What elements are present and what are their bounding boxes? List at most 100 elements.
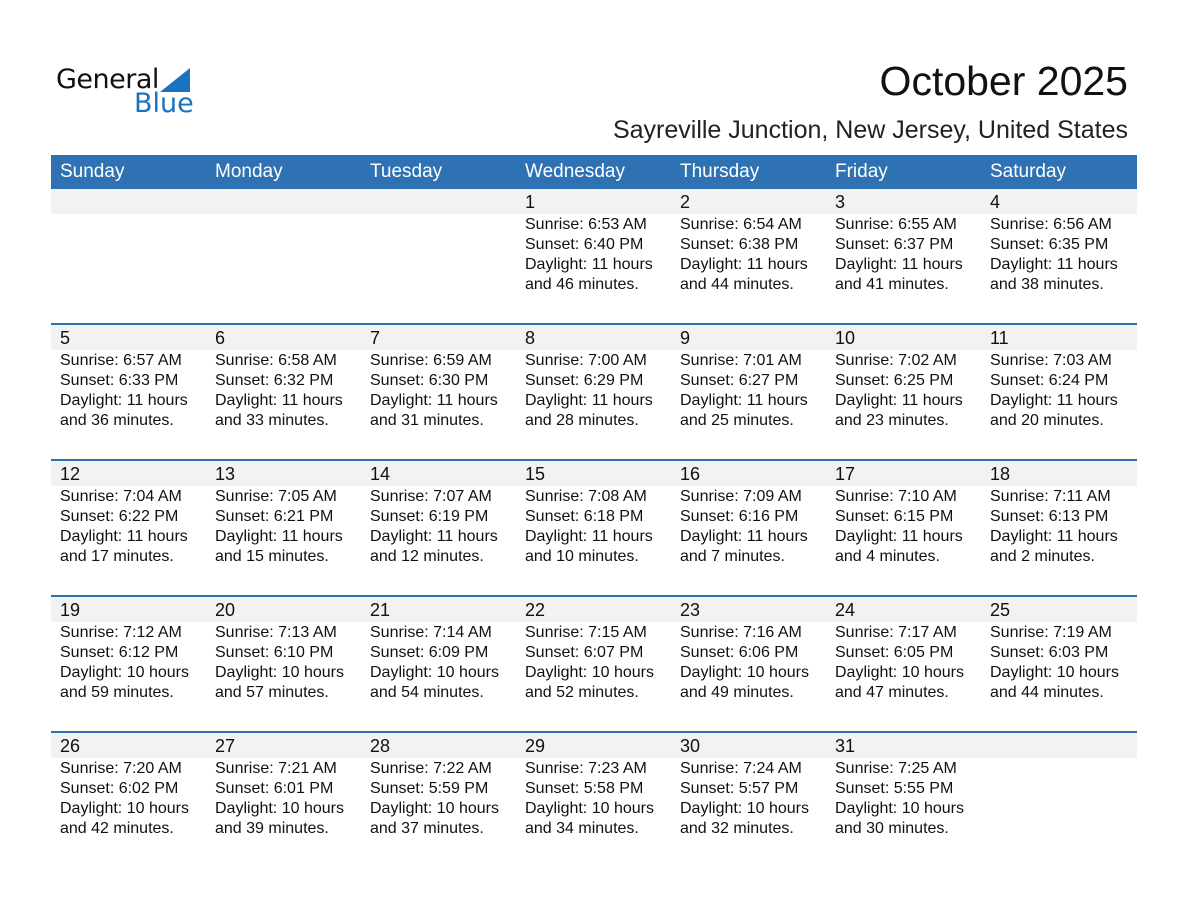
sunset-text: Sunset: 6:13 PM: [990, 508, 1109, 525]
sunset-text: Sunset: 6:35 PM: [990, 236, 1109, 253]
day-number: 13: [215, 464, 236, 484]
daylight-text: Daylight: 11 hours: [990, 392, 1118, 409]
daylight-text: Daylight: 10 hours: [370, 800, 499, 817]
daylight-text: Daylight: 11 hours: [835, 256, 963, 273]
sunrise-text: Sunrise: 6:58 AM: [215, 352, 337, 369]
day-number: 17: [835, 464, 856, 484]
day-number: 28: [370, 736, 391, 756]
location-subtitle: Sayreville Junction, New Jersey, United …: [612, 116, 1128, 144]
sunset-text: Sunset: 6:33 PM: [60, 372, 179, 389]
sunset-text: Sunset: 5:55 PM: [835, 780, 954, 797]
sunset-text: Sunset: 6:05 PM: [835, 644, 954, 661]
sunrise-text: Sunrise: 6:57 AM: [60, 352, 182, 369]
day-cell: 14 Sunrise: 7:07 AM Sunset: 6:19 PM Dayligh…: [361, 461, 516, 567]
daylight-text: Daylight: 10 hours: [215, 664, 344, 681]
day-cell: 1 Sunrise: 6:53 AM Sunset: 6:40 PM Daylight…: [516, 189, 671, 295]
day-cell: 22 Sunrise: 7:15 AM Sunset: 6:07 PM Dayligh…: [516, 597, 671, 703]
day-number: 24: [835, 600, 856, 620]
day-cell: 23 Sunrise: 7:16 AM Sunset: 6:06 PM Dayligh…: [671, 597, 826, 703]
daylight-text: Daylight: 10 hours: [60, 800, 189, 817]
daylight-minutes-text: and 36 minutes.: [60, 412, 174, 429]
sunrise-text: Sunrise: 7:02 AM: [835, 352, 957, 369]
day-cell: 27 Sunrise: 7:21 AM Sunset: 6:01 PM Dayligh…: [206, 733, 361, 839]
day-cell: 19 Sunrise: 7:12 AM Sunset: 6:12 PM Dayligh…: [51, 597, 206, 703]
day-number: 19: [60, 600, 81, 620]
daylight-minutes-text: and 32 minutes.: [680, 820, 794, 837]
daylight-text: Daylight: 10 hours: [680, 664, 809, 681]
daylight-minutes-text: and 44 minutes.: [990, 684, 1104, 701]
daylight-minutes-text: and 42 minutes.: [60, 820, 174, 837]
day-number: 22: [525, 600, 546, 620]
sunrise-text: Sunrise: 7:25 AM: [835, 760, 957, 777]
daylight-minutes-text: and 20 minutes.: [990, 412, 1104, 429]
daylight-text: Daylight: 11 hours: [835, 392, 963, 409]
daylight-minutes-text: and 2 minutes.: [990, 548, 1095, 565]
sunset-text: Sunset: 6:21 PM: [215, 508, 334, 525]
daylight-minutes-text: and 28 minutes.: [525, 412, 639, 429]
day-cell: 20 Sunrise: 7:13 AM Sunset: 6:10 PM Dayligh…: [206, 597, 361, 703]
weekday-tuesday: Tuesday: [370, 161, 443, 182]
day-cell: 5 Sunrise: 6:57 AM Sunset: 6:33 PM Daylight…: [51, 325, 206, 431]
sunrise-text: Sunrise: 6:59 AM: [370, 352, 492, 369]
sunrise-text: Sunrise: 7:12 AM: [60, 624, 182, 641]
sunrise-text: Sunrise: 7:16 AM: [680, 624, 802, 641]
daylight-minutes-text: and 7 minutes.: [680, 548, 785, 565]
sunset-text: Sunset: 6:19 PM: [370, 508, 489, 525]
logo-text-general: General: [56, 64, 159, 95]
day-number: 5: [60, 328, 71, 348]
day-cell: 16 Sunrise: 7:09 AM Sunset: 6:16 PM Dayligh…: [671, 461, 826, 567]
sunset-text: Sunset: 5:58 PM: [525, 780, 644, 797]
sunset-text: Sunset: 6:02 PM: [60, 780, 179, 797]
day-number: 6: [215, 328, 226, 348]
day-number: 27: [215, 736, 236, 756]
logo: General Blue: [56, 64, 196, 120]
day-number: 29: [525, 736, 546, 756]
sunrise-text: Sunrise: 7:24 AM: [680, 760, 802, 777]
daylight-text: Daylight: 10 hours: [990, 664, 1119, 681]
day-cell: 8 Sunrise: 7:00 AM Sunset: 6:29 PM Daylight…: [516, 325, 671, 431]
daylight-text: Daylight: 11 hours: [60, 392, 188, 409]
day-number: 9: [680, 328, 691, 348]
day-number: 2: [680, 192, 691, 212]
empty-cell: [51, 189, 206, 295]
daylight-minutes-text: and 46 minutes.: [525, 276, 639, 293]
daylight-text: Daylight: 11 hours: [215, 528, 343, 545]
sunrise-text: Sunrise: 7:01 AM: [680, 352, 802, 369]
sunrise-text: Sunrise: 7:13 AM: [215, 624, 337, 641]
weekday-thursday: Thursday: [680, 161, 760, 182]
sunrise-text: Sunrise: 7:08 AM: [525, 488, 647, 505]
sunset-text: Sunset: 6:09 PM: [370, 644, 489, 661]
sunrise-text: Sunrise: 7:20 AM: [60, 760, 182, 777]
date-strip: [51, 189, 1137, 214]
day-cell: 15 Sunrise: 7:08 AM Sunset: 6:18 PM Dayligh…: [516, 461, 671, 567]
day-number: 20: [215, 600, 236, 620]
calendar-weeks: 1 Sunrise: 6:53 AM Sunset: 6:40 PM Daylight…: [51, 189, 1137, 867]
daylight-minutes-text: and 17 minutes.: [60, 548, 174, 565]
sunset-text: Sunset: 6:24 PM: [990, 372, 1109, 389]
sunrise-text: Sunrise: 7:15 AM: [525, 624, 647, 641]
daylight-text: Daylight: 11 hours: [525, 256, 653, 273]
day-cell: 2 Sunrise: 6:54 AM Sunset: 6:38 PM Daylight…: [671, 189, 826, 295]
week-row: 1 Sunrise: 6:53 AM Sunset: 6:40 PM Daylight…: [51, 189, 1137, 325]
date-strip: [51, 461, 1137, 486]
page-title: October 2025: [879, 58, 1128, 104]
daylight-minutes-text: and 38 minutes.: [990, 276, 1104, 293]
day-number: 10: [835, 328, 856, 348]
day-cell: 10 Sunrise: 7:02 AM Sunset: 6:25 PM Dayligh…: [826, 325, 981, 431]
empty-cell: [361, 189, 516, 295]
day-number: 11: [990, 328, 1009, 348]
logo-text-blue: Blue: [134, 88, 194, 119]
sunset-text: Sunset: 6:01 PM: [215, 780, 334, 797]
day-number: 31: [835, 736, 856, 756]
day-cell: 12 Sunrise: 7:04 AM Sunset: 6:22 PM Dayligh…: [51, 461, 206, 567]
day-cell: 30 Sunrise: 7:24 AM Sunset: 5:57 PM Dayligh…: [671, 733, 826, 839]
date-strip: [51, 325, 1137, 350]
day-cell: 3 Sunrise: 6:55 AM Sunset: 6:37 PM Daylight…: [826, 189, 981, 295]
sunset-text: Sunset: 6:22 PM: [60, 508, 179, 525]
day-number: 16: [680, 464, 701, 484]
day-cell: 18 Sunrise: 7:11 AM Sunset: 6:13 PM Dayligh…: [981, 461, 1136, 567]
day-number: 7: [370, 328, 381, 348]
day-cell: 7 Sunrise: 6:59 AM Sunset: 6:30 PM Daylight…: [361, 325, 516, 431]
date-strip: [51, 597, 1137, 622]
daylight-minutes-text: and 33 minutes.: [215, 412, 329, 429]
